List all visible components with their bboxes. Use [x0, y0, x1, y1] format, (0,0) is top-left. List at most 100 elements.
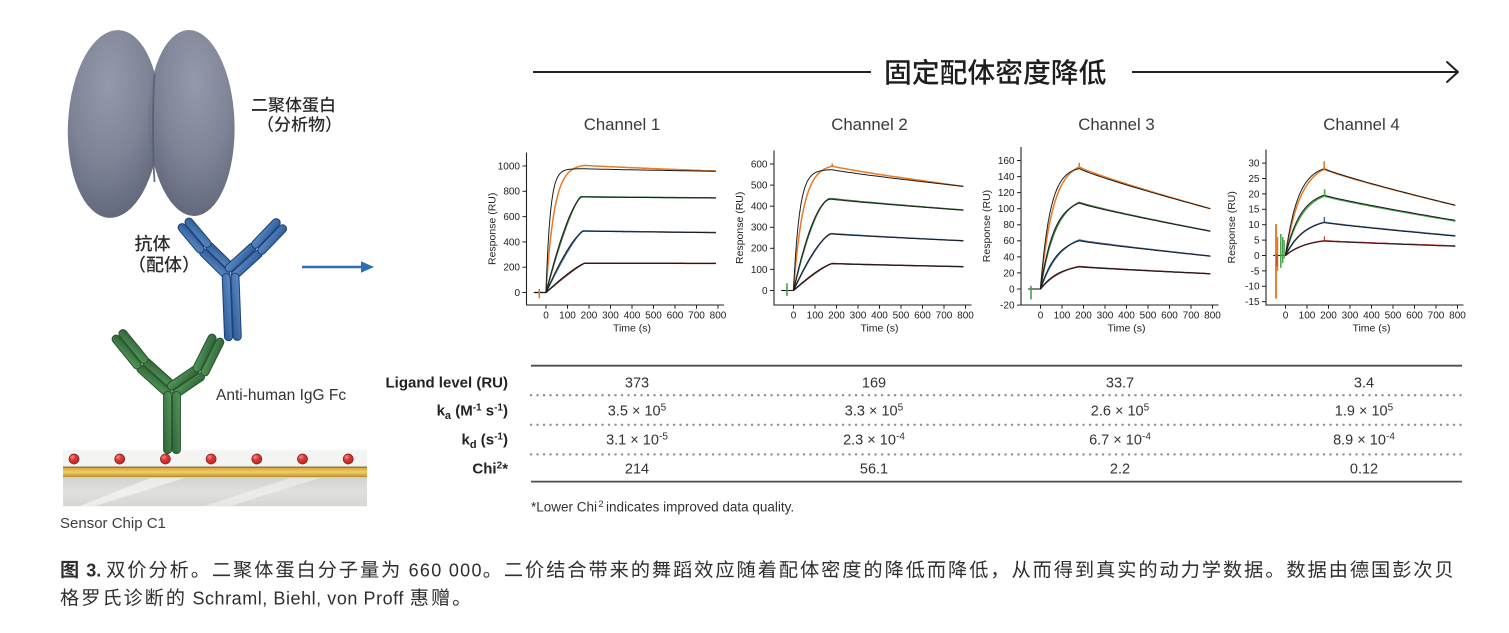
svg-text:-4: -4 — [896, 432, 905, 443]
svg-text:800: 800 — [1449, 311, 1466, 322]
svg-text:Channel 1: Channel 1 — [584, 115, 661, 134]
svg-text:3.5 × 10: 3.5 × 10 — [608, 404, 661, 420]
svg-text:*Lower Chi: *Lower Chi — [531, 500, 597, 515]
svg-text:600: 600 — [914, 311, 931, 322]
svg-text:s: s — [482, 403, 495, 420]
svg-text:100: 100 — [807, 311, 824, 322]
svg-text:400: 400 — [503, 237, 520, 248]
svg-text:400: 400 — [751, 202, 768, 213]
svg-text:373: 373 — [625, 375, 649, 391]
svg-text:2.3 × 10: 2.3 × 10 — [843, 433, 896, 449]
svg-text:500: 500 — [645, 311, 662, 322]
svg-text:3.3 × 10: 3.3 × 10 — [845, 404, 898, 420]
svg-text:700: 700 — [1183, 311, 1200, 322]
svg-text:20: 20 — [1003, 268, 1015, 279]
svg-text:60: 60 — [1003, 236, 1015, 247]
svg-text:Response (RU): Response (RU) — [981, 190, 993, 262]
svg-text:200: 200 — [1075, 311, 1092, 322]
svg-text:33.7: 33.7 — [1106, 375, 1134, 391]
svg-text:Chi: Chi — [472, 460, 496, 477]
svg-text:-4: -4 — [1386, 432, 1395, 443]
svg-text:k: k — [462, 432, 471, 449]
svg-text:2.6 × 10: 2.6 × 10 — [1091, 404, 1144, 420]
svg-text:100: 100 — [1299, 311, 1316, 322]
svg-text:80: 80 — [1003, 220, 1015, 231]
svg-text:Time (s): Time (s) — [1107, 323, 1145, 335]
svg-text:0: 0 — [514, 288, 520, 299]
svg-text:Response (RU): Response (RU) — [734, 192, 746, 264]
svg-text:3.1 × 10: 3.1 × 10 — [606, 433, 659, 449]
svg-text:169: 169 — [862, 375, 886, 391]
svg-text:a: a — [445, 410, 452, 422]
svg-text:400: 400 — [1363, 311, 1380, 322]
svg-text:30: 30 — [1248, 159, 1260, 170]
svg-text:Time (s): Time (s) — [1352, 323, 1390, 335]
svg-text:100: 100 — [751, 265, 768, 276]
svg-text:-1: -1 — [494, 432, 503, 443]
svg-text:Channel 3: Channel 3 — [1078, 115, 1155, 134]
svg-text:-5: -5 — [1251, 266, 1260, 277]
svg-text:800: 800 — [710, 311, 727, 322]
svg-text:-5: -5 — [659, 432, 668, 443]
svg-text:8.9 × 10: 8.9 × 10 — [1333, 433, 1386, 449]
svg-text:-4: -4 — [1142, 432, 1151, 443]
svg-text:10: 10 — [1248, 220, 1260, 231]
svg-text:Response (RU): Response (RU) — [487, 193, 499, 265]
svg-text:0: 0 — [1283, 311, 1289, 322]
svg-text:2: 2 — [598, 499, 603, 510]
svg-text:0: 0 — [1038, 311, 1044, 322]
svg-text:800: 800 — [957, 311, 974, 322]
svg-text:): ) — [503, 432, 508, 449]
svg-text:0: 0 — [762, 286, 768, 297]
svg-text:600: 600 — [1161, 311, 1178, 322]
svg-text:800: 800 — [503, 187, 520, 198]
svg-text:660 000: 660 000 — [402, 561, 482, 581]
svg-text:200: 200 — [503, 263, 520, 274]
svg-text:Time (s): Time (s) — [613, 323, 651, 335]
svg-text:15: 15 — [1248, 205, 1260, 216]
svg-text:600: 600 — [667, 311, 684, 322]
svg-text:300: 300 — [1342, 311, 1359, 322]
svg-text:0.12: 0.12 — [1350, 461, 1378, 477]
svg-text:200: 200 — [581, 311, 598, 322]
svg-text:214: 214 — [625, 461, 649, 477]
svg-text:-1: -1 — [494, 403, 503, 414]
svg-text:Sensor Chip C1: Sensor Chip C1 — [60, 515, 166, 532]
svg-text:25: 25 — [1248, 174, 1260, 185]
svg-text:600: 600 — [1406, 311, 1423, 322]
svg-text:160: 160 — [998, 156, 1015, 167]
svg-text:600: 600 — [503, 212, 520, 223]
svg-text:100: 100 — [1054, 311, 1071, 322]
svg-text:3.4: 3.4 — [1354, 375, 1374, 391]
svg-text:-20: -20 — [1000, 301, 1015, 312]
svg-text:2: 2 — [497, 460, 503, 471]
svg-text:800: 800 — [1204, 311, 1221, 322]
svg-text:300: 300 — [751, 223, 768, 234]
svg-text:0: 0 — [543, 311, 549, 322]
svg-text:-15: -15 — [1245, 297, 1260, 308]
svg-text:140: 140 — [998, 172, 1015, 183]
svg-text:(M: (M — [451, 403, 473, 420]
svg-text:(s: (s — [477, 432, 495, 449]
svg-text:700: 700 — [688, 311, 705, 322]
svg-text:100: 100 — [998, 204, 1015, 215]
svg-text:100: 100 — [559, 311, 576, 322]
svg-text:0: 0 — [1254, 251, 1260, 262]
svg-text:3.: 3. — [81, 561, 106, 581]
svg-text:500: 500 — [893, 311, 910, 322]
svg-text:-10: -10 — [1245, 282, 1260, 293]
svg-text:200: 200 — [751, 244, 768, 255]
svg-text:5: 5 — [661, 403, 667, 414]
svg-text:600: 600 — [751, 159, 768, 170]
svg-text:2.2: 2.2 — [1110, 461, 1130, 477]
svg-text:1000: 1000 — [498, 161, 521, 172]
svg-text:500: 500 — [1140, 311, 1157, 322]
svg-text:200: 200 — [828, 311, 845, 322]
svg-text:d: d — [470, 439, 477, 451]
svg-text:5: 5 — [1254, 236, 1260, 247]
svg-text:5: 5 — [898, 403, 904, 414]
svg-text:120: 120 — [998, 188, 1015, 199]
svg-text:40: 40 — [1003, 252, 1015, 263]
svg-text:indicates improved data qualit: indicates improved data quality. — [602, 500, 794, 515]
svg-text:6.7 × 10: 6.7 × 10 — [1089, 433, 1142, 449]
